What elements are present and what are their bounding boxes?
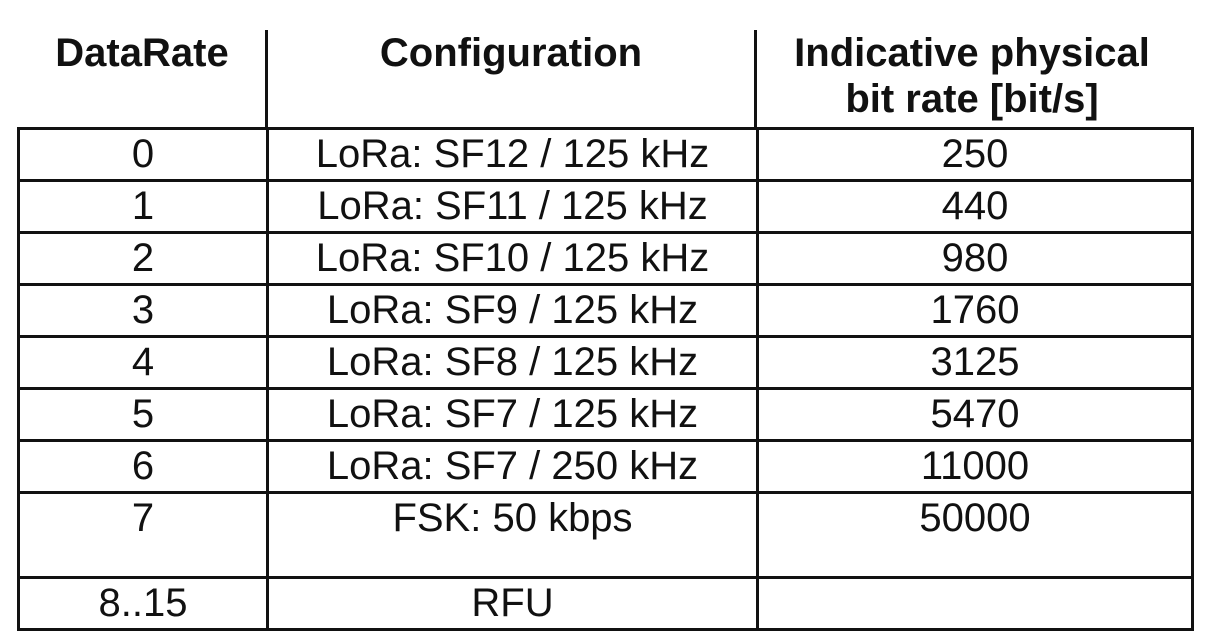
- header-divider-1: [265, 30, 268, 128]
- cell-datarate: 8..15: [17, 576, 269, 631]
- cell-configuration: LoRa: SF12 / 125 kHz: [266, 127, 759, 182]
- table-row: 0 LoRa: SF12 / 125 kHz 250: [17, 127, 1194, 182]
- cell-bitrate: 440: [756, 179, 1194, 234]
- cell-configuration: LoRa: SF10 / 125 kHz: [266, 231, 759, 286]
- cell-configuration: RFU: [266, 576, 759, 631]
- cell-bitrate: 980: [756, 231, 1194, 286]
- header-datarate: DataRate: [55, 31, 229, 75]
- header-configuration: Configuration: [379, 31, 643, 75]
- cell-configuration: LoRa: SF7 / 250 kHz: [266, 439, 759, 494]
- table-row: 5 LoRa: SF7 / 125 kHz 5470: [17, 387, 1194, 442]
- header-bitrate-line1: Indicative physical: [794, 31, 1150, 75]
- cell-bitrate: [756, 576, 1194, 631]
- header-bitrate: Indicative physical bit rate [bit/s]: [757, 30, 1187, 122]
- table-row: 3 LoRa: SF9 / 125 kHz 1760: [17, 283, 1194, 338]
- cell-datarate: 1: [17, 179, 269, 234]
- cell-datarate: 2: [17, 231, 269, 286]
- header-bitrate-line2: bit rate [bit/s]: [845, 77, 1099, 121]
- cell-datarate: 6: [17, 439, 269, 494]
- cell-bitrate: 5470: [756, 387, 1194, 442]
- table-row: 1 LoRa: SF11 / 125 kHz 440: [17, 179, 1194, 234]
- cell-datarate: 7: [17, 491, 269, 579]
- cell-configuration: LoRa: SF9 / 125 kHz: [266, 283, 759, 338]
- cell-datarate: 5: [17, 387, 269, 442]
- cell-bitrate: 11000: [756, 439, 1194, 494]
- cell-datarate: 3: [17, 283, 269, 338]
- table-row: 4 LoRa: SF8 / 125 kHz 3125: [17, 335, 1194, 390]
- cell-bitrate: 3125: [756, 335, 1194, 390]
- cell-configuration: LoRa: SF7 / 125 kHz: [266, 387, 759, 442]
- table-row: 7 FSK: 50 kbps 50000: [17, 491, 1194, 579]
- cell-datarate: 0: [17, 127, 269, 182]
- table-row: 6 LoRa: SF7 / 250 kHz 11000: [17, 439, 1194, 494]
- cell-configuration: LoRa: SF8 / 125 kHz: [266, 335, 759, 390]
- cell-configuration: FSK: 50 kbps: [266, 491, 759, 579]
- table-row: 2 LoRa: SF10 / 125 kHz 980: [17, 231, 1194, 286]
- cell-datarate: 4: [17, 335, 269, 390]
- cell-configuration: LoRa: SF11 / 125 kHz: [266, 179, 759, 234]
- data-table-body: 0 LoRa: SF12 / 125 kHz 250 1 LoRa: SF11 …: [17, 127, 1194, 631]
- header-divider-2: [754, 30, 757, 128]
- cell-bitrate: 250: [756, 127, 1194, 182]
- table-row: 8..15 RFU: [17, 576, 1194, 631]
- cell-bitrate: 1760: [756, 283, 1194, 338]
- cell-bitrate: 50000: [756, 491, 1194, 579]
